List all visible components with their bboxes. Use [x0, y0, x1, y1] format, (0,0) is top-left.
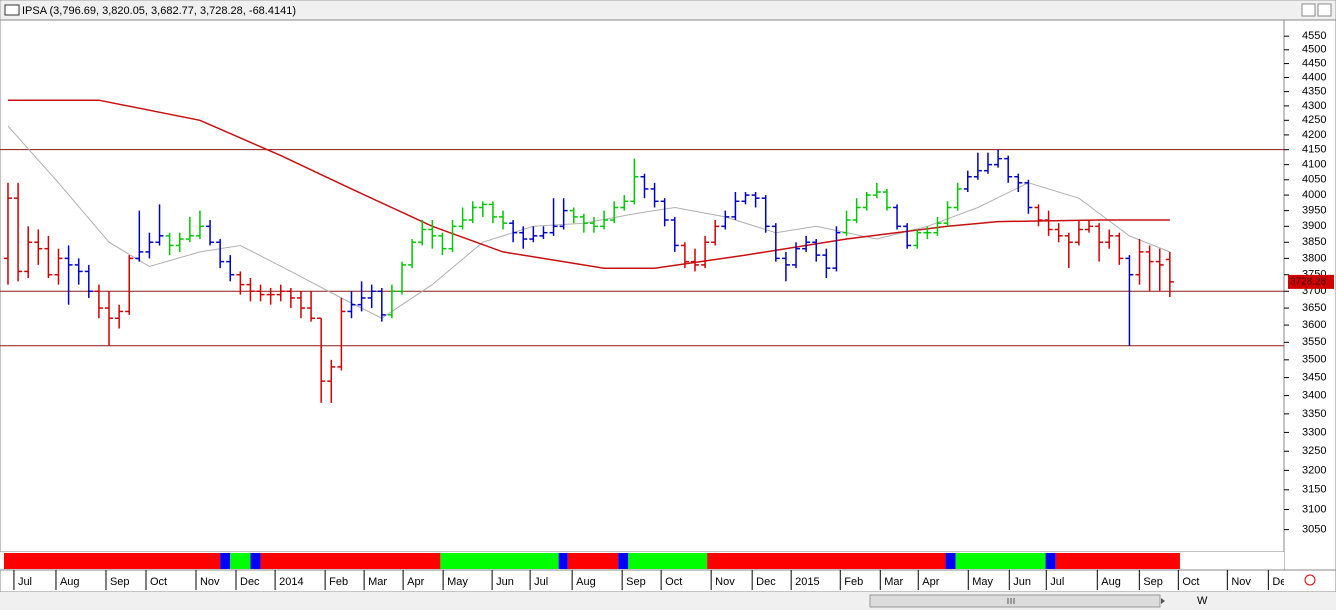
y-tick-label: 4100	[1302, 159, 1326, 171]
y-tick-label: 3400	[1302, 389, 1326, 401]
x-tick-label: Jun	[1013, 576, 1031, 588]
y-tick-label: 3500	[1302, 354, 1326, 366]
y-tick-label: 3100	[1302, 503, 1326, 515]
y-tick-label: 3350	[1302, 408, 1326, 420]
signal-segment	[250, 553, 261, 569]
y-tick-label: 3550	[1302, 336, 1326, 348]
signal-segment	[440, 553, 559, 569]
signal-segment	[1055, 553, 1180, 569]
x-tick-label: Dec	[756, 576, 776, 588]
x-tick-label: Aug	[1101, 576, 1121, 588]
y-tick-label: 4300	[1302, 100, 1326, 112]
toolbar-w[interactable]: W	[1197, 595, 1208, 607]
x-tick-label: Jul	[1050, 576, 1064, 588]
grip	[1007, 598, 1015, 604]
x-tick-label: Mar	[884, 576, 903, 588]
window-icon	[4, 4, 20, 16]
x-tick-label: Apr	[922, 576, 939, 588]
ma-long-line	[8, 99, 1170, 269]
signal-segment	[945, 553, 956, 569]
x-tick-label: 2014	[279, 576, 303, 588]
y-tick-label: 4050	[1302, 174, 1326, 186]
y-tick-label: 3600	[1302, 319, 1326, 331]
x-tick-label: May	[972, 576, 993, 588]
y-tick-label: 3150	[1302, 484, 1326, 496]
last-price-box	[1288, 274, 1334, 289]
x-tick-label: Apr	[407, 576, 424, 588]
signal-segment	[955, 553, 1046, 569]
y-tick-label: 4350	[1302, 86, 1326, 98]
signal-segment	[4, 553, 221, 569]
y-tick-label: 4550	[1302, 30, 1326, 42]
plot-area	[0, 19, 1285, 553]
x-tick-label: May	[447, 576, 468, 588]
signal-segment	[618, 553, 629, 569]
plot-layer: 3050 3100 3150 3200 3250 3300 3350 3400 3450 3500…	[0, 30, 1334, 590]
x-tick-label: Jul	[534, 576, 548, 588]
y-tick-label: 4400	[1302, 71, 1326, 83]
y-tick-label: 3050	[1302, 524, 1326, 536]
signal-segment	[558, 553, 568, 569]
x-tick-label: Dec	[1272, 576, 1292, 588]
x-tick-label: Feb	[844, 576, 863, 588]
x-tick-label: Aug	[60, 576, 80, 588]
x-tick-label: Feb	[329, 576, 348, 588]
y-tick-label: 4500	[1302, 44, 1326, 56]
x-tick-label: Aug	[576, 576, 596, 588]
y-tick-label: 3850	[1302, 236, 1326, 248]
x-tick-label: Oct	[1182, 576, 1199, 588]
signal-segment	[628, 553, 708, 569]
y-tick-label: 3300	[1302, 426, 1326, 438]
chart-title: IPSA (3,796.69, 3,820.05, 3,682.77, 3,72…	[22, 5, 296, 17]
price-axis	[1283, 19, 1336, 571]
close-button[interactable]	[1317, 3, 1332, 17]
y-tick-label: 3650	[1302, 302, 1326, 314]
last-price-label: 3728.28	[1290, 277, 1327, 288]
y-tick-label: 4200	[1302, 129, 1326, 141]
x-tick-label: Sep	[626, 576, 646, 588]
scroll-thumb[interactable]	[869, 594, 1161, 608]
x-tick-label: Nov	[200, 576, 220, 588]
y-tick-label: 3450	[1302, 371, 1326, 383]
x-tick-label: Jul	[18, 576, 32, 588]
x-tick-label: Nov	[715, 576, 735, 588]
x-tick-label: Mar	[368, 576, 387, 588]
y-tick-label: 3200	[1302, 464, 1326, 476]
signal-segment	[220, 553, 231, 569]
signal-segment	[230, 553, 251, 569]
x-axis: Jul Aug Sep Oct Nov Dec 2014 Feb Mar Apr May Jun Jul…	[13, 570, 1292, 590]
alert-icon[interactable]	[1304, 574, 1316, 586]
y-tick-label: 4250	[1302, 114, 1326, 126]
restore-button[interactable]	[1301, 3, 1316, 17]
y-tick-label: 4000	[1302, 189, 1326, 201]
signal-segment	[707, 553, 946, 569]
x-tick-label: Oct	[150, 576, 167, 588]
y-tick-label: 4450	[1302, 57, 1326, 69]
signal-segment	[567, 553, 619, 569]
x-tick-label: Oct	[665, 576, 682, 588]
x-tick-label: Jun	[496, 576, 514, 588]
x-tick-label: Sep	[1143, 576, 1163, 588]
y-tick-label: 3800	[1302, 252, 1326, 264]
y-tick-label: 3950	[1302, 205, 1326, 217]
y-tick-label: 3250	[1302, 445, 1326, 457]
signal-segment	[1045, 553, 1056, 569]
y-tick-label: 4150	[1302, 144, 1326, 156]
x-tick-label: Sep	[110, 576, 130, 588]
y-tick-label: 3900	[1302, 220, 1326, 232]
x-tick-label: Dec	[240, 576, 260, 588]
scroll-right[interactable]	[1161, 598, 1165, 604]
x-tick-label: 2015	[795, 576, 819, 588]
plot	[0, 99, 1284, 403]
signal-segment	[260, 553, 441, 569]
x-tick-label: Nov	[1231, 576, 1251, 588]
